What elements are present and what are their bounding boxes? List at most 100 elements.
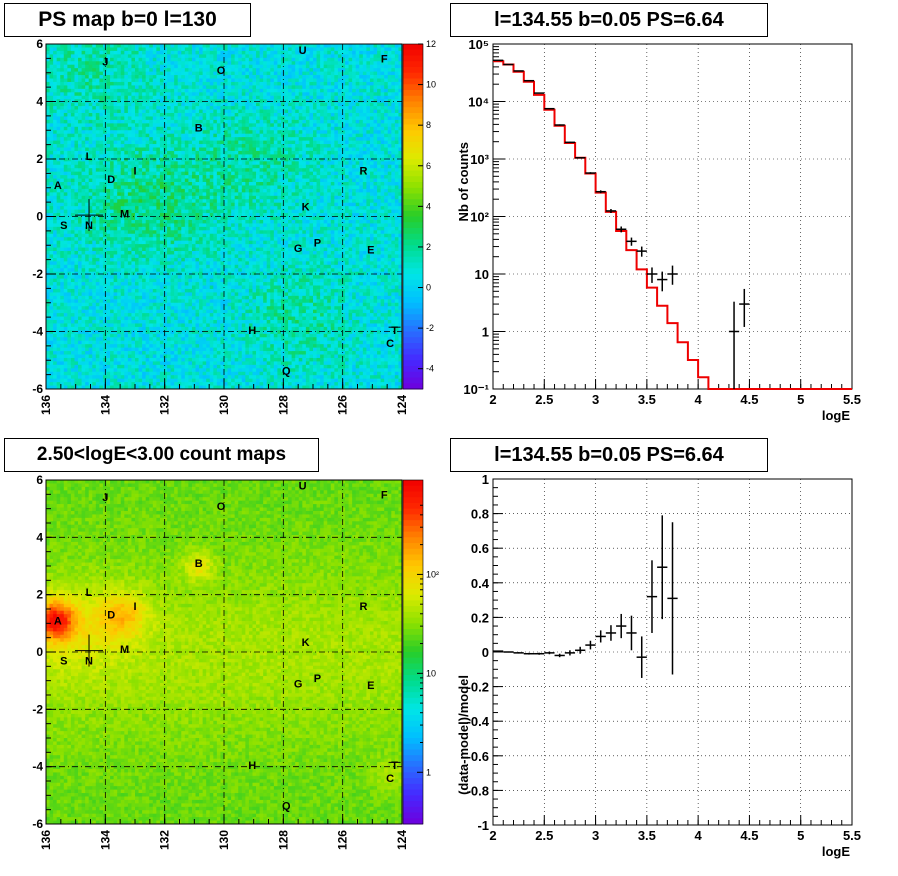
- heatmap-cell: [188, 368, 193, 373]
- heatmap-cell: [113, 240, 118, 245]
- heatmap-cell: [120, 99, 125, 104]
- heatmap-cell: [124, 354, 129, 359]
- heatmap-cell: [56, 61, 61, 66]
- heatmap-cell: [78, 282, 82, 286]
- heatmap-cell: [131, 244, 136, 248]
- heatmap-cell: [127, 240, 132, 245]
- heatmap-cell: [131, 257, 136, 262]
- heatmap-cell: [49, 195, 54, 200]
- heatmap-cell: [78, 137, 82, 141]
- heatmap-cell: [199, 354, 204, 359]
- heatmap-cell: [127, 288, 132, 293]
- heatmap-cell: [220, 202, 225, 207]
- heatmap-cell: [156, 106, 161, 110]
- heatmap-cell: [167, 171, 171, 176]
- heatmap-cell: [195, 130, 200, 135]
- heatmap-cell: [131, 68, 136, 72]
- heatmap-cell: [174, 113, 179, 117]
- heatmap-cell: [202, 309, 207, 314]
- heatmap-cell: [78, 144, 82, 148]
- heatmap-cell: [113, 95, 118, 100]
- heatmap-cell: [145, 292, 150, 297]
- heatmap-cell: [216, 226, 221, 231]
- heatmap-cell: [152, 323, 157, 328]
- heatmap-cell: [113, 230, 118, 235]
- heatmap-cell: [156, 306, 161, 311]
- heatmap-cell: [124, 116, 129, 121]
- heatmap-cell: [67, 357, 72, 362]
- heatmap-cell: [124, 182, 129, 186]
- heatmap-cell: [63, 54, 68, 59]
- heatmap-cell: [216, 206, 221, 210]
- heatmap-cell: [92, 230, 97, 235]
- heatmap-cell: [159, 78, 164, 83]
- heatmap-cell: [145, 230, 150, 235]
- heatmap-cell: [127, 81, 132, 86]
- heatmap-cell: [206, 316, 211, 321]
- heatmap-cell: [174, 61, 179, 66]
- heatmap-cell: [142, 347, 147, 352]
- heatmap-cell: [213, 171, 218, 176]
- heatmap-cell: [135, 268, 139, 273]
- heatmap-cell: [167, 385, 171, 390]
- heatmap-cell: [124, 371, 129, 376]
- heatmap-cell: [202, 44, 207, 48]
- heatmap-cell: [149, 282, 154, 286]
- heatmap-cell: [113, 130, 118, 135]
- heatmap-cell: [95, 126, 100, 131]
- heatmap-cell: [110, 237, 115, 242]
- heatmap-cell: [124, 278, 129, 283]
- heatmap-cell: [99, 261, 104, 266]
- heatmap-cell: [117, 175, 122, 179]
- heatmap-cell: [191, 88, 196, 93]
- heatmap-cell: [149, 92, 154, 97]
- heatmap-cell: [216, 251, 221, 255]
- heatmap-cell: [188, 313, 193, 317]
- heatmap-cell: [220, 337, 225, 342]
- heatmap-cell: [92, 237, 97, 242]
- heatmap-cell: [199, 216, 204, 221]
- heatmap-cell: [156, 333, 161, 338]
- heatmap-cell: [131, 292, 136, 297]
- heatmap-cell: [110, 357, 115, 362]
- heatmap-cell: [145, 130, 150, 135]
- heatmap-cell: [177, 368, 182, 373]
- heatmap-cell: [206, 278, 211, 283]
- heatmap-cell: [213, 385, 218, 390]
- heatmap-cell: [206, 171, 211, 176]
- heatmap-cell: [149, 337, 154, 342]
- heatmap-cell: [49, 326, 54, 331]
- heatmap-cell: [159, 99, 164, 104]
- heatmap-cell: [92, 64, 97, 69]
- heatmap-cell: [88, 195, 93, 200]
- heatmap-cell: [220, 264, 225, 269]
- heatmap-cell: [60, 261, 65, 266]
- heatmap-cell: [53, 257, 58, 262]
- heatmap-cell: [138, 147, 143, 152]
- heatmap-cell: [199, 251, 204, 255]
- heatmap-cell: [63, 106, 68, 110]
- heatmap-cell: [156, 288, 161, 293]
- heatmap-cell: [174, 364, 179, 369]
- heatmap-cell: [216, 288, 221, 293]
- heatmap-cell: [170, 282, 175, 286]
- heatmap-cell: [152, 106, 157, 110]
- heatmap-cell: [163, 75, 168, 79]
- heatmap-cell: [167, 309, 171, 314]
- heatmap-cell: [181, 195, 186, 200]
- heatmap-cell: [67, 271, 72, 276]
- heatmap-cell: [131, 285, 136, 290]
- heatmap-cell: [142, 209, 147, 214]
- heatmap-cell: [78, 123, 82, 128]
- heatmap-cell: [163, 357, 168, 362]
- heatmap-cell: [49, 192, 54, 197]
- heatmap-cell: [152, 247, 157, 252]
- heatmap-cell: [195, 75, 200, 79]
- heatmap-cell: [113, 164, 118, 169]
- heatmap-cell: [88, 306, 93, 311]
- heatmap-cell: [191, 130, 196, 135]
- heatmap-cell: [113, 109, 118, 114]
- heatmap-cell: [184, 275, 189, 279]
- heatmap-cell: [142, 371, 147, 376]
- heatmap-cell: [70, 106, 75, 110]
